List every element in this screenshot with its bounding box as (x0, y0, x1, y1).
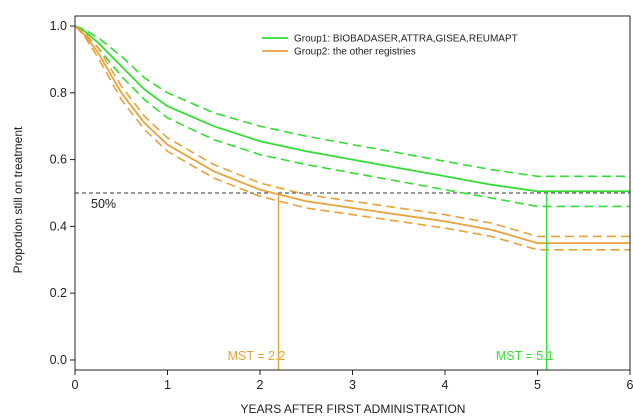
y-tick-label: 0.4 (50, 219, 67, 233)
x-tick-label: 1 (164, 378, 171, 392)
y-tick-label: 0.0 (50, 353, 67, 367)
axes: 0 1 2 3 4 5 6 0.0 0.2 0.4 0.6 0.8 1.0 (50, 15, 633, 392)
series-1-upper-ci (74, 25, 630, 178)
y-tick-label: 1.0 (50, 19, 67, 33)
x-tick-label: 6 (627, 378, 633, 392)
y-axis-title: Proportion still on treatment (11, 126, 25, 273)
y-tick-label: 0.2 (50, 286, 67, 300)
median-label-2: MST = 5.1 (496, 349, 554, 363)
x-tick-label: 0 (72, 378, 79, 392)
series-2-lower-ci (74, 25, 630, 251)
y-tick-label: 0.8 (50, 86, 67, 100)
legend-label-2: Group2: the other registries (294, 47, 416, 58)
x-axis-title: YEARS AFTER FIRST ADMINISTRATION (241, 402, 466, 416)
legend-label-1: Group1: BIOBADASER,ATTRA,GISEA,REUMAPT (294, 34, 518, 45)
x-tick-label: 4 (442, 378, 449, 392)
plot-area: 50% MST = 2.2 MST = 5.1 (74, 25, 630, 370)
legend: Group1: BIOBADASER,ATTRA,GISEA,REUMAPT Gr… (262, 34, 518, 58)
x-tick-label: 5 (534, 378, 541, 392)
x-tick-label: 3 (349, 378, 356, 392)
series-2-survival-line (74, 25, 630, 244)
series-1-survival-line (74, 25, 630, 193)
x-tick-label: 2 (257, 378, 264, 392)
series-1-lower-ci (74, 25, 630, 208)
median-label-1: MST = 2.2 (228, 349, 286, 363)
reference-line-label: 50% (91, 197, 116, 211)
series-2-upper-ci (74, 25, 630, 238)
y-tick-label: 0.6 (50, 153, 67, 167)
